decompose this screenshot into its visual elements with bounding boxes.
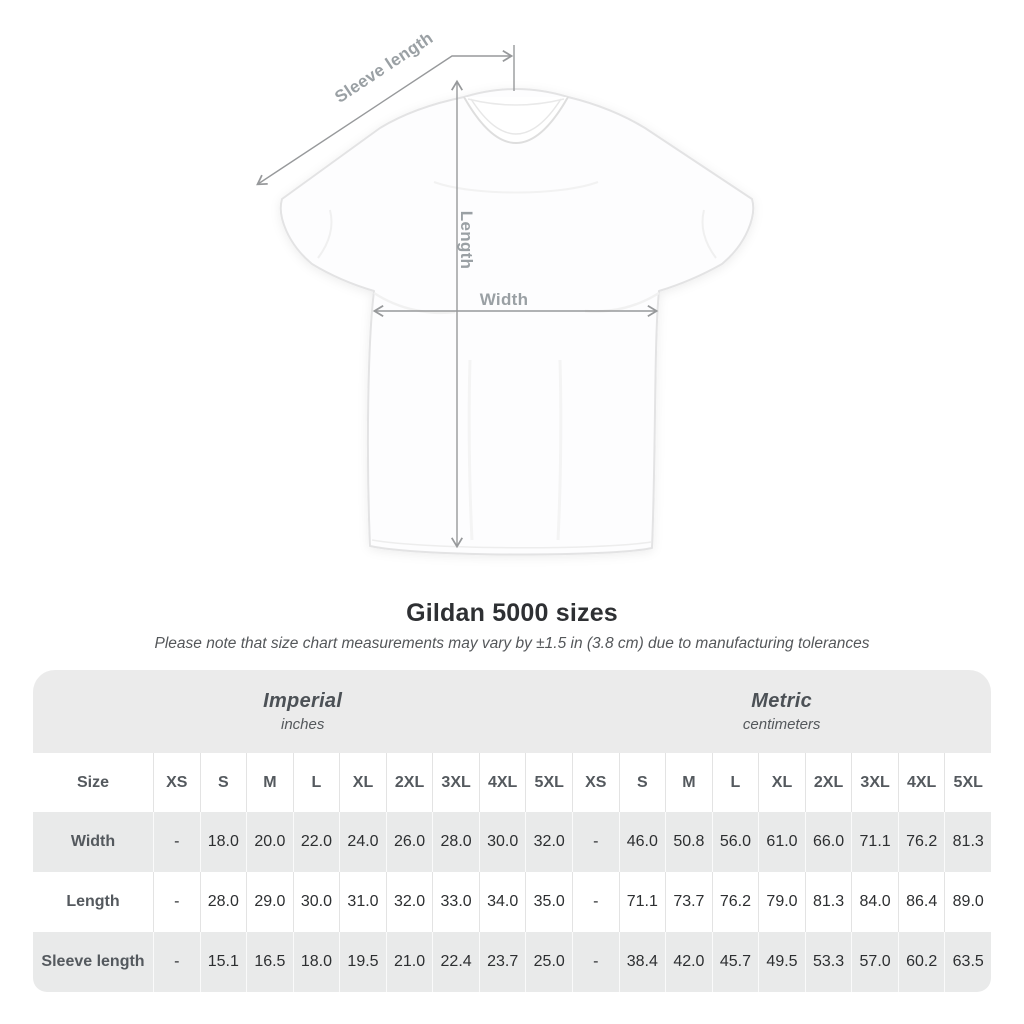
table-cell-imperial: 18.0 <box>199 812 247 872</box>
page-title: Gildan 5000 sizes <box>406 599 618 627</box>
row-label: Sleeve length <box>41 953 145 970</box>
table-cell-metric: 79.0 <box>758 872 805 932</box>
table-cell-imperial: 24.0 <box>339 812 386 872</box>
tshirt-measurement-figure: Sleeve length Length Width <box>256 28 755 556</box>
size-table: Imperial inches Metric centimeters Size X… <box>33 670 991 992</box>
table-cell-metric: 76.2 <box>897 812 945 872</box>
row-label: Length <box>66 893 120 910</box>
table-cell-imperial: 30.0 <box>292 872 340 932</box>
row-label: Width <box>70 833 116 850</box>
metric-header: Metric centimeters <box>572 670 991 753</box>
table-cell-imperial: - <box>153 932 200 992</box>
table-cell-metric: 42.0 <box>665 932 712 992</box>
size-header-row: Size XS S M L XL 2XL 3XL 4XL 5XL XS S M L XL 2XL 3XL 4XL 5… <box>33 753 991 812</box>
size-column-header-imperial: M <box>246 753 293 812</box>
table-cell-metric: 84.0 <box>851 872 898 932</box>
table-cell-imperial: - <box>153 812 200 872</box>
table-cell-imperial: 26.0 <box>385 812 433 872</box>
size-column-header-metric: M <box>665 753 712 812</box>
imperial-header: Imperial inches <box>33 670 572 753</box>
size-column-header-imperial: 5XL <box>525 753 572 812</box>
size-column-header-metric: 5XL <box>944 753 991 812</box>
table-cell-metric: - <box>572 812 619 872</box>
table-cell-metric: 81.3 <box>804 872 852 932</box>
size-column-header-metric: XS <box>572 753 619 812</box>
size-column-header-imperial: XL <box>339 753 386 812</box>
table-cell-metric: 81.3 <box>944 812 991 872</box>
unit-header-band: Imperial inches Metric centimeters <box>33 670 991 753</box>
table-cell-metric: 66.0 <box>804 812 852 872</box>
table-cell-imperial: 28.0 <box>199 872 247 932</box>
table-cell-imperial: 30.0 <box>478 812 526 872</box>
table-cell-imperial: 34.0 <box>478 872 526 932</box>
table-cell-metric: 71.1 <box>618 872 666 932</box>
table-cell-metric: 45.7 <box>711 932 759 992</box>
table-cell-imperial: 25.0 <box>525 932 572 992</box>
size-column-header-metric: L <box>711 753 759 812</box>
size-column-header-imperial: L <box>292 753 340 812</box>
table-cell-imperial: 32.0 <box>385 872 433 932</box>
table-cell-imperial: 20.0 <box>246 812 293 872</box>
table-cell-imperial: 35.0 <box>525 872 572 932</box>
width-label: Width <box>480 290 529 309</box>
table-row-sleeve-length: Sleeve length -15.1 16.5 18.0 19.5 21.0 22.4 23… <box>33 932 991 992</box>
table-cell-metric: 57.0 <box>851 932 898 992</box>
size-column-header-metric: XL <box>758 753 805 812</box>
table-cell-metric: 71.1 <box>851 812 898 872</box>
size-column-header-imperial: 2XL <box>385 753 433 812</box>
table-cell-imperial: 23.7 <box>478 932 526 992</box>
table-cell-metric: - <box>572 872 619 932</box>
sleeve-length-arrow <box>256 49 514 186</box>
table-row-length: Length -28.0 29.0 30.0 31.0 32.0 33.0 34.0 35.0-… <box>33 872 991 932</box>
size-column-header-metric: S <box>618 753 666 812</box>
size-column-header-metric: 2XL <box>804 753 852 812</box>
length-label: Length <box>457 211 476 269</box>
table-cell-imperial: 28.0 <box>432 812 479 872</box>
table-cell-metric: 89.0 <box>944 872 991 932</box>
size-column-header-imperial: 3XL <box>432 753 479 812</box>
measurement-annotations <box>256 45 659 549</box>
table-cell-metric: 73.7 <box>665 872 712 932</box>
table-cell-metric: 50.8 <box>665 812 712 872</box>
table-cell-imperial: 21.0 <box>385 932 433 992</box>
table-cell-metric: 86.4 <box>897 872 945 932</box>
size-column-header-metric: 4XL <box>897 753 945 812</box>
table-cell-metric: - <box>572 932 619 992</box>
table-cell-imperial: 22.0 <box>292 812 340 872</box>
tolerance-note: Please note that size chart measurements… <box>154 635 870 652</box>
table-cell-imperial: 29.0 <box>246 872 293 932</box>
table-cell-imperial: 15.1 <box>199 932 247 992</box>
table-cell-metric: 53.3 <box>804 932 852 992</box>
table-cell-imperial: 19.5 <box>339 932 386 992</box>
imperial-sublabel: inches <box>280 716 325 733</box>
table-row-width: Width -18.0 20.0 22.0 24.0 26.0 28.0 30.0 32.0-4… <box>33 812 991 872</box>
table-cell-metric: 49.5 <box>758 932 805 992</box>
size-column-header-metric: 3XL <box>851 753 898 812</box>
metric-label: Metric <box>751 690 813 712</box>
table-cell-imperial: 33.0 <box>432 872 479 932</box>
table-cell-metric: 63.5 <box>944 932 991 992</box>
table-cell-imperial: - <box>153 872 200 932</box>
table-cell-metric: 60.2 <box>897 932 945 992</box>
size-column-header-imperial: S <box>199 753 247 812</box>
imperial-label: Imperial <box>263 690 343 712</box>
table-cell-imperial: 16.5 <box>246 932 293 992</box>
table-cell-metric: 56.0 <box>711 812 759 872</box>
tshirt-illustration <box>279 88 755 556</box>
table-cell-metric: 46.0 <box>618 812 666 872</box>
table-cell-imperial: 18.0 <box>292 932 340 992</box>
table-cell-imperial: 32.0 <box>525 812 572 872</box>
table-cell-imperial: 31.0 <box>339 872 386 932</box>
size-header: Size <box>76 773 109 791</box>
size-column-header-imperial: XS <box>153 753 200 812</box>
metric-sublabel: centimeters <box>742 716 821 733</box>
table-cell-metric: 38.4 <box>618 932 666 992</box>
table-cell-imperial: 22.4 <box>432 932 479 992</box>
size-column-header-imperial: 4XL <box>478 753 526 812</box>
table-cell-metric: 61.0 <box>758 812 805 872</box>
table-body: Size XS S M L XL 2XL 3XL 4XL 5XL XS S M L XL 2XL 3XL 4XL 5… <box>33 753 991 992</box>
sleeve-length-label: Sleeve length <box>331 28 436 106</box>
table-cell-metric: 76.2 <box>711 872 759 932</box>
